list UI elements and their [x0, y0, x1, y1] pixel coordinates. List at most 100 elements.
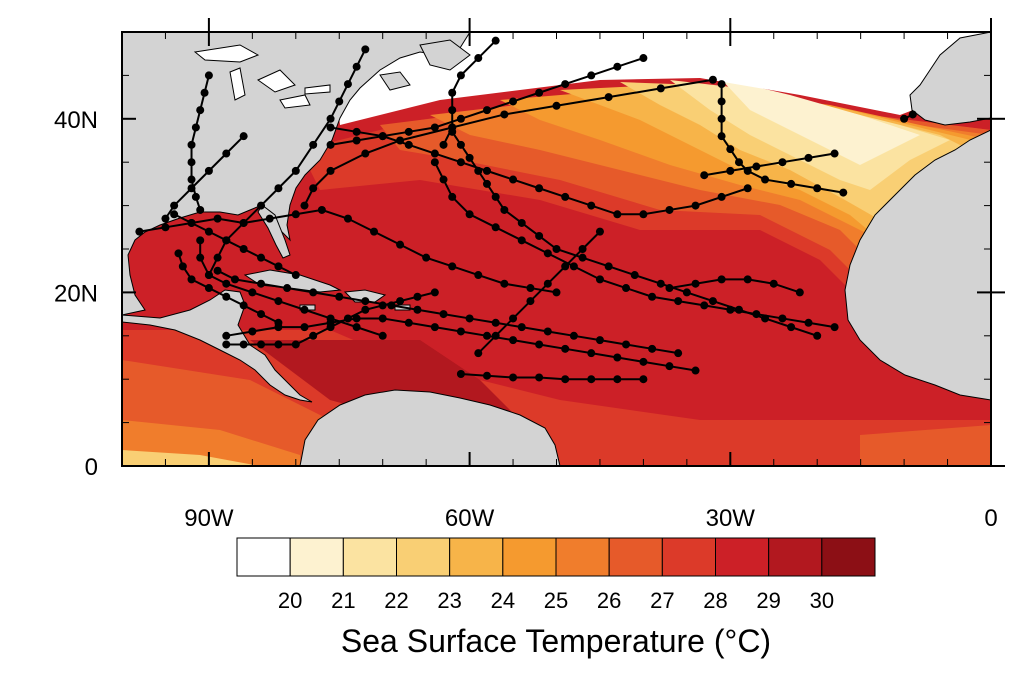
- storm-track-point: [509, 373, 518, 382]
- storm-track-point: [543, 249, 552, 258]
- storm-track-point: [561, 262, 570, 271]
- storm-track-point: [257, 253, 266, 262]
- storm-track-point: [517, 323, 526, 332]
- storm-track-point: [178, 262, 187, 271]
- storm-track-point: [604, 93, 613, 102]
- storm-track-point: [257, 340, 266, 349]
- storm-track-point: [343, 80, 352, 89]
- storm-track-point: [352, 314, 361, 323]
- storm-track-point: [230, 275, 239, 284]
- storm-track-point: [239, 245, 248, 253]
- storm-track-point: [717, 275, 726, 284]
- colorbar-tick-label: 22: [384, 588, 408, 613]
- storm-track-point: [300, 201, 309, 210]
- storm-track-point: [900, 114, 909, 123]
- x-tick-label: 0: [984, 505, 997, 532]
- storm-track-point: [257, 310, 266, 319]
- storm-track-point: [456, 327, 465, 336]
- storm-track-point: [561, 344, 570, 353]
- storm-track-point: [569, 331, 578, 340]
- storm-track-point: [613, 375, 622, 384]
- storm-track-point: [187, 275, 196, 284]
- storm-track-point: [674, 297, 683, 306]
- storm-track-point: [743, 184, 752, 193]
- x-tick-label: 30W: [706, 505, 756, 532]
- storm-track-point: [491, 192, 500, 201]
- storm-track-point: [630, 271, 639, 280]
- storm-track-point: [830, 149, 839, 158]
- storm-track-point: [448, 123, 457, 132]
- storm-track-point: [482, 166, 491, 175]
- y-axis: 0 20N 40N: [54, 31, 1005, 481]
- storm-track-point: [187, 184, 196, 193]
- storm-track-point: [300, 305, 309, 314]
- storm-track-point: [326, 314, 335, 323]
- storm-track-point: [517, 236, 526, 245]
- storm-track-point: [726, 305, 735, 314]
- storm-track-point: [561, 192, 570, 201]
- storm-track-point: [595, 275, 604, 284]
- colorbar-tick-label: 24: [491, 588, 515, 613]
- storm-track-point: [691, 201, 700, 210]
- storm-track-point: [257, 279, 266, 288]
- storm-track-point: [656, 279, 665, 288]
- storm-track-point: [578, 245, 587, 253]
- storm-track-point: [839, 188, 848, 197]
- storm-track-point: [639, 54, 648, 63]
- storm-track-point: [665, 362, 674, 371]
- storm-track-point: [613, 210, 622, 219]
- storm-track-point: [326, 140, 335, 149]
- storm-track-point: [213, 266, 222, 275]
- storm-track-point: [474, 271, 483, 280]
- storm-track-point: [482, 179, 491, 188]
- storm-track-point: [352, 323, 361, 332]
- storm-track-point: [491, 318, 500, 327]
- storm-track-point: [474, 54, 483, 63]
- storm-track-point: [535, 88, 544, 97]
- storm-track-point: [191, 192, 200, 201]
- storm-track-point: [291, 271, 300, 280]
- storm-track-point: [404, 140, 413, 149]
- colorbar-swatch: [608, 537, 663, 577]
- map-plot-area: [122, 32, 991, 466]
- storm-track-point: [665, 205, 674, 214]
- storm-track-point: [604, 262, 613, 271]
- storm-track-point: [561, 375, 570, 384]
- storm-track-point: [274, 262, 283, 271]
- storm-track-point: [291, 210, 300, 219]
- storm-track-point: [213, 253, 222, 262]
- storm-track-point: [752, 310, 761, 319]
- storm-track-point: [135, 227, 144, 236]
- great-lakes: [193, 44, 331, 109]
- storm-track-point: [456, 369, 465, 378]
- x-tick-label: 60W: [445, 505, 495, 532]
- colorbar-tick-label: 23: [437, 588, 461, 613]
- storm-track-point: [343, 314, 352, 323]
- storm-track-point: [196, 236, 205, 245]
- storm-track-point: [222, 340, 231, 349]
- storm-track-point: [474, 349, 483, 358]
- storm-track-point: [500, 279, 509, 288]
- storm-track-point: [187, 175, 196, 184]
- storm-track-point: [370, 227, 379, 236]
- storm-track-point: [778, 158, 787, 167]
- storm-track-point: [552, 101, 561, 110]
- storm-track-point: [404, 127, 413, 136]
- storm-track-point: [465, 314, 474, 323]
- storm-track-point: [204, 227, 213, 236]
- storm-track-point: [326, 114, 335, 123]
- storm-track-point: [291, 166, 300, 175]
- storm-track-point: [717, 192, 726, 201]
- storm-track-point: [352, 136, 361, 145]
- storm-track-point: [317, 205, 326, 214]
- storm-track-point: [804, 153, 813, 162]
- storm-track-point: [430, 158, 439, 167]
- colorbar-tick-label: 26: [597, 588, 621, 613]
- y-tick-label: 20N: [54, 280, 98, 307]
- storm-track-point: [535, 184, 544, 193]
- storm-track-point: [491, 331, 500, 340]
- storm-track-point: [509, 314, 518, 323]
- storm-track-point: [274, 340, 283, 349]
- storm-track-point: [491, 223, 500, 232]
- storm-track-point: [761, 175, 770, 184]
